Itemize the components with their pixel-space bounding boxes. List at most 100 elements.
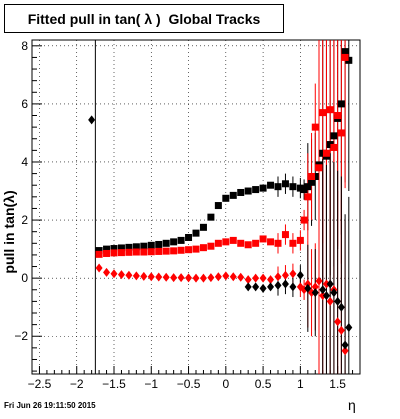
data-point bbox=[326, 279, 334, 289]
data-point bbox=[281, 270, 289, 280]
data-point bbox=[281, 231, 289, 239]
data-point bbox=[222, 238, 230, 246]
data-point bbox=[140, 271, 148, 281]
data-point bbox=[300, 216, 308, 224]
data-point bbox=[229, 191, 237, 199]
y-tick-label: 2 bbox=[21, 213, 28, 227]
data-point bbox=[322, 279, 330, 289]
data-point bbox=[170, 247, 178, 255]
data-point bbox=[296, 184, 304, 192]
x-tick-label: 0 bbox=[222, 377, 229, 391]
x-tick-label: −1 bbox=[144, 377, 158, 391]
x-tick-label: −2 bbox=[70, 377, 84, 391]
data-point bbox=[289, 269, 297, 279]
data-point bbox=[95, 263, 103, 273]
data-point bbox=[110, 249, 118, 257]
data-point bbox=[326, 106, 334, 114]
data-point bbox=[274, 183, 282, 191]
x-tick-label: 0.5 bbox=[255, 377, 272, 391]
data-point bbox=[330, 288, 338, 298]
data-point bbox=[237, 272, 245, 282]
data-point bbox=[125, 270, 133, 280]
data-point bbox=[281, 279, 289, 289]
chart-title: Fitted pull in tan( λ ) Global Tracks bbox=[4, 4, 284, 33]
data-point bbox=[341, 340, 349, 350]
data-point bbox=[259, 184, 267, 192]
data-point bbox=[147, 272, 155, 282]
y-tick-label: 6 bbox=[21, 97, 28, 111]
data-point bbox=[311, 123, 319, 131]
data-point bbox=[237, 188, 245, 196]
data-point bbox=[199, 223, 207, 231]
data-point bbox=[132, 248, 140, 256]
data-point bbox=[244, 275, 252, 285]
data-point bbox=[244, 241, 252, 249]
data-point bbox=[252, 282, 260, 292]
data-point bbox=[267, 282, 275, 292]
data-point bbox=[177, 246, 185, 254]
data-point bbox=[95, 247, 103, 255]
x-tick-label: −0.5 bbox=[177, 377, 201, 391]
data-point bbox=[341, 53, 349, 61]
data-point bbox=[199, 273, 207, 283]
data-point bbox=[289, 239, 297, 247]
data-point bbox=[319, 149, 327, 157]
data-point bbox=[185, 246, 193, 254]
data-point bbox=[337, 325, 345, 335]
data-point bbox=[222, 194, 230, 202]
data-point bbox=[252, 186, 260, 194]
x-tick-label: −1.5 bbox=[102, 377, 126, 391]
data-point bbox=[192, 245, 200, 253]
data-point bbox=[326, 296, 334, 306]
data-point bbox=[132, 271, 140, 281]
data-point bbox=[330, 132, 338, 140]
data-point bbox=[155, 247, 163, 255]
data-point bbox=[252, 273, 260, 283]
data-point bbox=[244, 282, 252, 292]
data-point bbox=[192, 229, 200, 237]
data-point bbox=[155, 240, 163, 248]
data-point bbox=[132, 243, 140, 251]
data-point bbox=[337, 100, 345, 108]
data-point bbox=[214, 239, 222, 247]
data-point bbox=[319, 291, 327, 301]
data-point bbox=[237, 239, 245, 247]
data-point bbox=[222, 271, 230, 281]
data-point bbox=[229, 236, 237, 244]
data-point bbox=[207, 242, 215, 250]
data-point bbox=[185, 273, 193, 283]
data-point bbox=[110, 269, 118, 279]
data-point bbox=[117, 249, 125, 257]
data-point bbox=[110, 245, 118, 253]
footer-timestamp: Fri Jun 26 19:11:50 2015 bbox=[4, 401, 96, 410]
data-point bbox=[252, 239, 260, 247]
data-point bbox=[103, 249, 111, 257]
data-point bbox=[95, 250, 103, 258]
data-point bbox=[308, 178, 316, 186]
data-point bbox=[330, 143, 338, 151]
data-point bbox=[308, 288, 316, 298]
data-point bbox=[334, 296, 342, 306]
data-point bbox=[304, 193, 312, 201]
y-tick-label: −2 bbox=[14, 329, 28, 343]
data-point bbox=[162, 247, 170, 255]
data-point bbox=[345, 56, 353, 64]
data-point bbox=[103, 245, 111, 253]
data-point bbox=[103, 267, 111, 277]
data-point bbox=[311, 288, 319, 298]
data-point bbox=[207, 273, 215, 283]
data-point bbox=[304, 283, 312, 293]
data-point bbox=[267, 181, 275, 189]
data-point bbox=[155, 272, 163, 282]
data-point bbox=[296, 236, 304, 244]
data-point bbox=[125, 243, 133, 251]
data-point bbox=[259, 283, 267, 293]
plot-frame bbox=[31, 39, 361, 375]
data-point bbox=[315, 164, 323, 172]
data-point bbox=[162, 272, 170, 282]
data-point bbox=[177, 273, 185, 283]
data-point bbox=[326, 141, 334, 149]
data-point bbox=[192, 273, 200, 283]
data-point bbox=[289, 183, 297, 191]
